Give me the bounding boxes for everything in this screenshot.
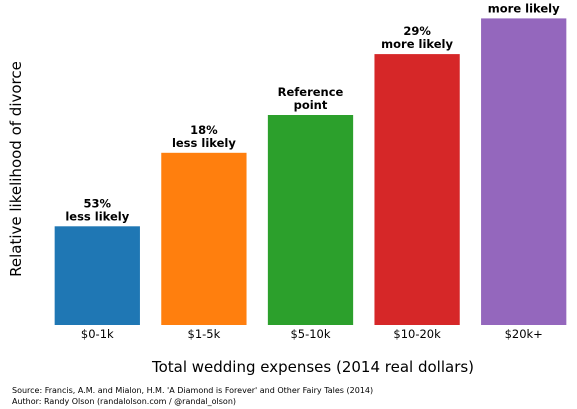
x-tick-label-1: $0-1k: [81, 327, 114, 341]
bar-3-label-line-2: point: [294, 98, 328, 112]
bar-2: [161, 152, 247, 325]
x-tick-label-2: $1-5k: [188, 327, 221, 341]
bar-5-label-line-2: more likely: [488, 1, 560, 15]
x-tick-label-4: $10-20k: [393, 327, 441, 341]
bar-4-label-line-2: more likely: [381, 37, 453, 51]
x-axis-label: Total wedding expenses (2014 real dollar…: [151, 358, 474, 376]
y-axis-label: Relative likelihood of divorce: [7, 61, 25, 277]
x-tick-label-5: $20k+: [505, 327, 543, 341]
bar-4-label-line-1: 29%: [403, 24, 431, 38]
bar-2-label-line-1: 18%: [190, 123, 218, 137]
x-tick-label-3: $5-10k: [290, 327, 330, 341]
bar-3-label-line-1: Reference: [278, 85, 344, 99]
bar-2-label-line-2: less likely: [172, 136, 236, 150]
x-tick-labels-group: $0-1k $1-5k $5-10k $10-20k $20k+: [81, 327, 543, 341]
bars-group: [54, 18, 567, 326]
bar-5-label-line-1: 46%: [510, 0, 538, 2]
bar-1: [54, 226, 140, 325]
source-note: Source: Francis, A.M. and Mialon, H.M. '…: [12, 386, 374, 395]
bar-1-label-line-2: less likely: [65, 209, 129, 223]
bar-4: [374, 54, 460, 325]
bar-3: [267, 115, 354, 325]
bar-1-label-line-1: 53%: [84, 196, 112, 210]
author-note: Author: Randy Olson (randalolson.com / @…: [12, 397, 237, 406]
bar-5: [481, 18, 567, 326]
